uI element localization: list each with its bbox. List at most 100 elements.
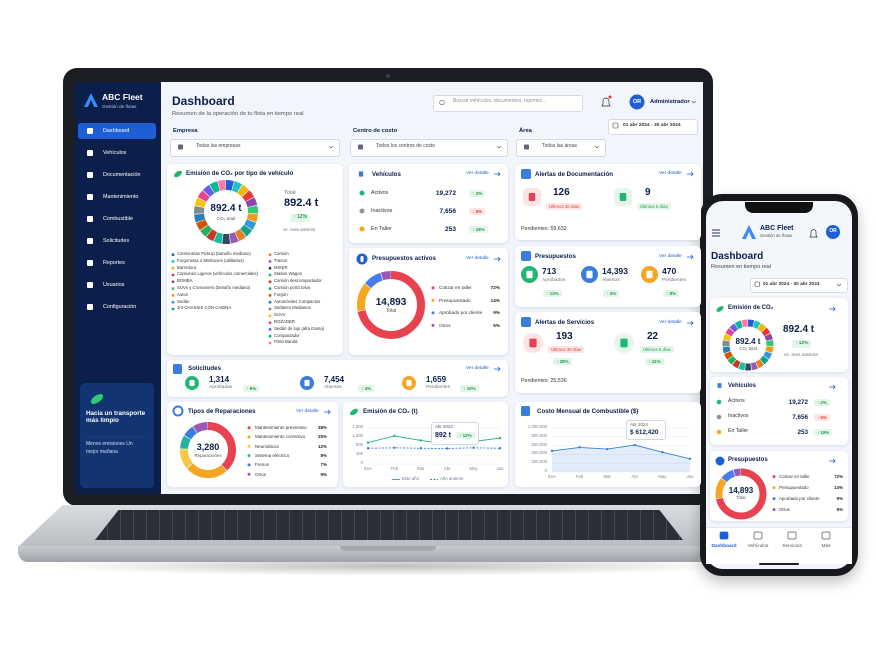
avatar [629,94,645,110]
menu-item[interactable]: Solicitudes [103,238,130,244]
legend-dot [772,486,776,490]
change-badge: ↑ 2% [469,189,486,197]
donut-decor [722,319,774,371]
donut-center-value: 892.4 t [210,203,242,214]
donut-decor [194,180,258,244]
select-box [350,139,508,157]
brand: ABC Fleet [102,92,143,102]
card [349,248,508,355]
nav-item[interactable]: Más [821,544,831,549]
date-range[interactable]: 01 abr 2024 - 30 abr 2024 [623,123,681,128]
date-range[interactable]: 01 abr 2024 - 30 abr 2024 [763,282,820,287]
select-value[interactable]: Todas las empresas [196,143,241,149]
menu-item[interactable]: Vehículos [103,150,127,156]
change-badge: ↑ 6% [243,385,260,393]
y-tick-label: 200,000 [531,459,547,465]
donut-center-label: Total [736,495,746,500]
icon-glyph [304,379,310,387]
menu-item[interactable]: Dashboard [103,128,130,134]
x-tick-label: Ene [548,474,556,479]
legend-label: Otros [439,322,451,328]
link[interactable]: Ver detalle [296,409,319,414]
row-label: Inactivos [371,208,393,214]
select-value[interactable]: Todos los centros de costo [376,143,436,149]
card-title: Solicitudes [188,365,222,372]
avatar-initials[interactable]: OR [829,228,837,234]
period-badge: Últimos 30 días [546,203,583,211]
chevron [691,100,697,104]
menu-icon [87,172,93,178]
change-badge: ↑ 12% [792,340,812,348]
nav-item[interactable]: Vehículos [747,544,769,549]
menu-item[interactable]: Usuarios [103,282,125,288]
row-value: 7,656 [439,207,456,215]
legend-label: SUVs y Crossovers (tamaño mediano) [177,285,251,290]
nav-icon [753,531,763,540]
alert-value: 193 [556,331,573,342]
leaf-icon [90,394,104,404]
donut-decor [194,180,258,244]
menu-icon [87,194,93,200]
card-title: Emisión de CO₂ (t) [363,408,418,415]
icon-glyph [619,193,627,201]
link[interactable]: Ver detalle [466,366,489,371]
row-value: 7,656 [792,413,808,421]
menu-item[interactable]: Reportes [103,260,125,266]
point [393,434,396,438]
request-value: 1,314 [209,375,230,384]
legend-label: Mantenimiento preventivo [255,425,307,430]
avatar-initials[interactable]: OR [632,99,642,105]
card-title: Tipos de Reparaciones [188,408,256,415]
menu-item[interactable]: Configuración [103,304,137,310]
legend-dot [431,323,435,327]
bell-icon [601,97,611,107]
legend-label: Aprobado por cliente [779,496,820,501]
card-title: Alertas de Documentación [535,171,614,178]
menu-icon [87,128,93,134]
arrow-icon [829,384,836,390]
status-dot [716,429,722,435]
legend-dot [772,497,776,501]
user-name[interactable]: Administrador [650,99,690,105]
link[interactable]: Ver detalle [466,256,489,261]
search-input[interactable]: Buscar vehículos, documentos, reportes..… [453,98,547,104]
row-value: 19,272 [435,189,456,197]
donut-center-label: Total [385,308,397,314]
page-title: Dashboard [172,94,235,108]
tooltip-title: Abr 2024 [630,422,648,427]
icon-glyph [406,379,412,387]
nav-icon [821,531,831,540]
card [515,164,701,240]
point [393,446,396,449]
point [419,447,422,450]
summary-value: 470 [662,266,677,276]
nav-item[interactable]: Servicios [782,544,802,549]
link[interactable]: Ver detalle [466,171,489,176]
request-value: 7,454 [324,375,345,384]
link[interactable]: Ver detalle [659,320,682,325]
menu-item[interactable]: Mantenimiento [103,194,139,200]
change-badge: ↑ 18% [814,428,833,436]
link[interactable]: Ver detalle [659,254,682,259]
filter-label: Centro de costo [353,128,398,134]
chevron [836,283,842,287]
value-label: 72% [834,474,843,479]
legend-label: Cotizar en taller [439,285,472,290]
total-value: 892.4 t [783,324,815,335]
avatar [826,225,840,239]
value-label: 14% [490,297,500,303]
legend-dot [268,294,272,297]
menu-item[interactable]: Documentación [103,172,141,178]
change-badge: ↑ 3% [603,290,620,298]
value-label: 14% [834,485,843,490]
select-value[interactable]: Todas las áreas [542,143,578,149]
page-title: Dashboard [711,251,764,262]
menu-item[interactable]: Combustible [103,216,133,222]
period-badge: Últimos 5 días [640,346,674,354]
y-tick-label: 0 [544,468,547,473]
link[interactable]: Ver detalle [659,171,682,176]
value-label: 5% [493,322,500,328]
summary-label: Pendientes [662,278,687,283]
nav-item[interactable]: Dashboard [711,544,737,549]
change-note: vs. mes anterior [283,227,316,232]
